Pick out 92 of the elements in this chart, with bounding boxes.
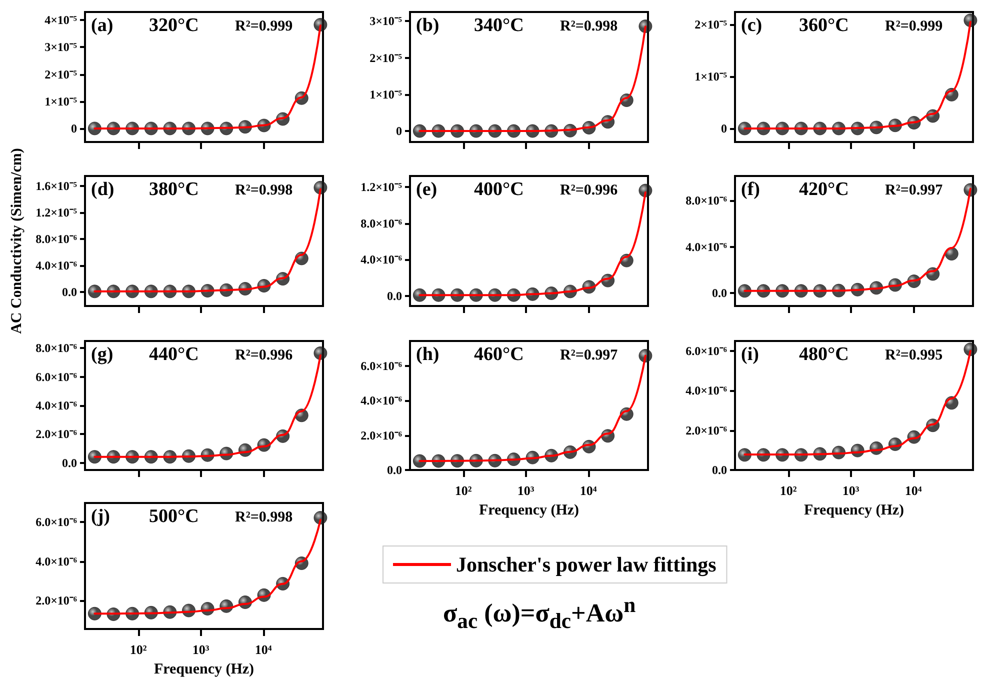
x-tick-label: 10²	[780, 483, 797, 498]
y-tick-label: 6.0×10⁻⁶	[36, 514, 78, 529]
annotation: (i)	[741, 344, 759, 365]
annotation: (a)	[91, 15, 114, 36]
annotation: (f)	[741, 179, 760, 200]
point	[314, 511, 328, 525]
point	[314, 180, 328, 194]
x-axis-title: Frequency (Hz)	[478, 502, 580, 518]
y-tick-label: 4.0×10⁻⁶	[36, 258, 78, 273]
annotation: 360°C	[799, 15, 849, 36]
y-tick-label: 4.0×10⁻⁶	[360, 252, 402, 267]
y-tick-label: 0.0	[712, 286, 727, 300]
annotation: (c)	[741, 15, 762, 36]
y-tick-label: 2.0×10⁻⁶	[36, 427, 78, 442]
y-tick-label: 1.2×10⁻⁵	[360, 180, 402, 194]
x-axis-title: Frequency (Hz)	[154, 662, 254, 678]
y-tick-label: 6.0×10⁻⁶	[360, 359, 402, 374]
annotation: 380°C	[149, 179, 199, 200]
y-tick-label: 0.0	[62, 285, 77, 300]
y-tick-label: 4.0×10⁻⁶	[686, 384, 728, 398]
y-tick-label: 3×10⁻⁵	[370, 14, 402, 28]
annotation: R²=0.999	[885, 18, 943, 34]
y-tick-label: 0	[396, 124, 402, 138]
x-tick-label: 10²	[454, 483, 472, 498]
annotation: 500°C	[149, 506, 199, 527]
annotation: (b)	[416, 15, 440, 36]
annotation: R²=0.998	[235, 182, 293, 198]
y-tick-label: 4×10⁻⁵	[44, 13, 78, 28]
legend-label: Jonscher's power law fittings	[456, 552, 716, 576]
y-tick-label: 8.0×10⁻⁶	[36, 341, 78, 356]
y-tick-label: 2.0×10⁻⁶	[360, 428, 402, 442]
annotation: (h)	[416, 344, 440, 365]
annotation: R²=0.998	[560, 18, 618, 34]
annotation: (g)	[91, 344, 114, 365]
annotation: R²=0.995	[885, 348, 943, 364]
y-tick-label: 1.2×10⁻⁵	[36, 205, 78, 220]
y-tick-label: 0.0	[62, 456, 77, 470]
y-tick-label: 0.0	[712, 463, 727, 477]
x-tick-label: 10⁴	[904, 483, 922, 498]
annotation: 320°C	[149, 15, 199, 36]
annotation: 480°C	[799, 344, 849, 365]
annotation: 460°C	[474, 344, 524, 365]
y-tick-label: 0	[71, 121, 77, 136]
annotation: R²=0.997	[885, 182, 944, 198]
y-tick-label: 2×10⁻⁵	[694, 17, 728, 32]
y-axis-title: AC Conductivity (Simen/cm)	[9, 148, 26, 334]
text: σ$_{ac}$ (ω)=σ$_{dc}$+Aω$^{n}$	[443, 593, 636, 634]
annotation: (j)	[91, 506, 110, 527]
y-tick-label: 2×10⁻⁵	[44, 67, 78, 82]
point	[314, 346, 328, 360]
point	[964, 14, 978, 28]
y-tick-label: 4.0×10⁻⁶	[360, 394, 402, 408]
annotation: (e)	[416, 179, 438, 200]
annotation: R²=0.996	[560, 182, 618, 198]
y-tick-label: 4.0×10⁻⁶	[686, 240, 728, 254]
annotation: R²=0.999	[235, 18, 293, 34]
y-tick-label: 2.0×10⁻⁶	[36, 594, 78, 608]
x-tick-label: 10³	[517, 483, 534, 498]
y-tick-label: 4.0×10⁻⁶	[36, 398, 78, 412]
x-tick-label: 10³	[192, 642, 210, 657]
y-tick-label: 0.0	[387, 463, 402, 477]
y-tick-label: 8.0×10⁻⁶	[360, 216, 402, 230]
y-tick-label: 1.6×10⁻⁵	[36, 178, 78, 193]
point	[964, 342, 978, 356]
annotation: 440°C	[149, 344, 199, 365]
annotation: (d)	[91, 179, 114, 200]
y-tick-label: 2×10⁻⁵	[370, 50, 402, 65]
x-tick-label: 10⁴	[580, 483, 597, 498]
y-tick-label: 6.0×10⁻⁶	[36, 370, 78, 384]
y-tick-label: 1×10⁻⁵	[44, 94, 78, 108]
x-tick-label: 10³	[842, 483, 860, 498]
annotation: R²=0.998	[235, 510, 293, 526]
annotation: 400°C	[474, 179, 524, 200]
y-tick-label: 0	[721, 121, 727, 136]
annotation: 420°C	[799, 179, 849, 200]
y-tick-label: 0.0	[387, 289, 402, 303]
annotation: R²=0.996	[235, 348, 294, 364]
x-axis-title: Frequency (Hz)	[804, 502, 904, 518]
y-tick-label: 8.0×10⁻⁶	[686, 193, 728, 208]
annotation: R²=0.997	[560, 348, 618, 364]
y-tick-label: 6.0×10⁻⁶	[686, 344, 728, 358]
y-tick-label: 4.0×10⁻⁶	[36, 554, 78, 568]
y-tick-label: 3×10⁻⁵	[44, 40, 78, 54]
annotation: 340°C	[474, 15, 524, 36]
y-tick-label: 1×10⁻⁵	[370, 87, 402, 102]
x-tick-label: 10⁴	[254, 642, 272, 657]
x-tick-label: 10²	[130, 642, 147, 657]
point	[638, 184, 652, 198]
y-tick-label: 8.0×10⁻⁶	[36, 232, 78, 246]
y-tick-label: 1×10⁻⁵	[694, 69, 728, 84]
point	[314, 18, 328, 32]
y-tick-label: 2.0×10⁻⁶	[686, 423, 728, 438]
